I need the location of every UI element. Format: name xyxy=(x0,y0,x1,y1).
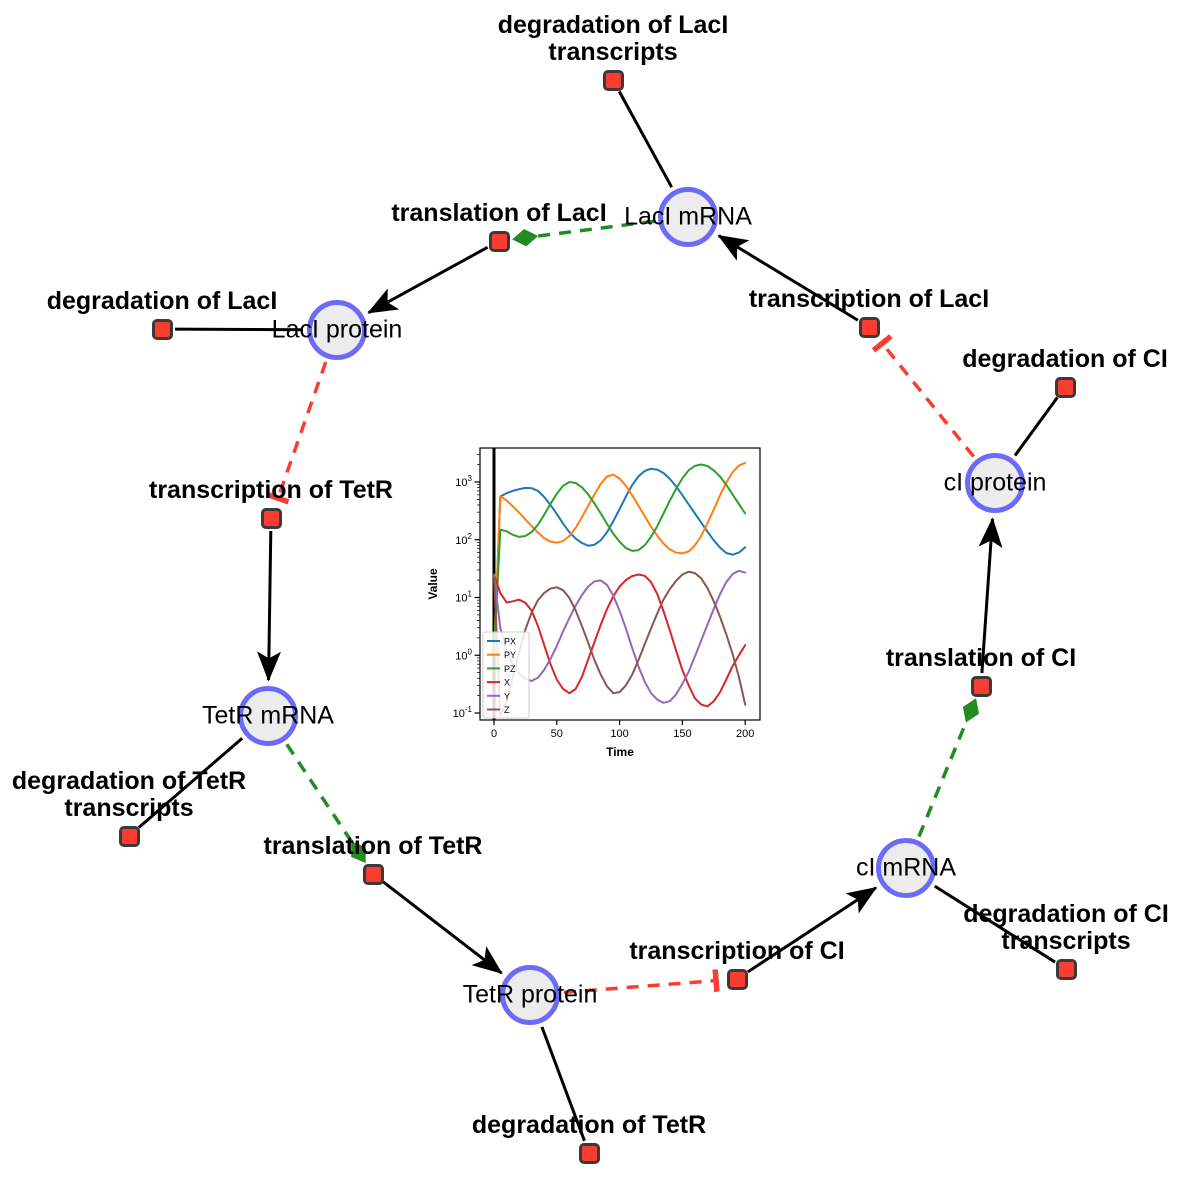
reaction-node-transc-tetr[interactable] xyxy=(260,507,282,529)
reaction-label-transc-tetr: transcription of TetR xyxy=(149,476,393,504)
edge-modifier-ci-mrna-to-transl-ci xyxy=(917,698,980,838)
reaction-label-transc-laci: transcription of LacI xyxy=(748,285,990,313)
edge-reactant-tetr-protein-to-deg-tetr xyxy=(540,1026,586,1142)
series-line-px xyxy=(493,467,747,657)
reaction-node-deg-tetr-tr[interactable] xyxy=(118,825,140,847)
reaction-node-deg-laci-tr[interactable] xyxy=(602,69,624,91)
species-node-ci-protein[interactable] xyxy=(965,453,1025,513)
edge-modifier-laci-mrna-to-transl-laci xyxy=(512,219,655,247)
reaction-label-deg-ci: degradation of CI xyxy=(962,345,1168,373)
reaction-label-deg-ci-tr: degradation of CI transcripts xyxy=(963,900,1169,955)
reaction-node-deg-ci[interactable] xyxy=(1054,376,1076,398)
y-tick-label: 102 xyxy=(455,532,472,547)
edge-inhibitor-ci-protein-to-transc-laci xyxy=(871,334,975,458)
reaction-label-transl-ci: translation of CI xyxy=(885,644,1077,672)
reaction-node-transl-laci[interactable] xyxy=(488,230,510,252)
reaction-label-deg-tetr: degradation of TetR xyxy=(471,1111,707,1139)
edge-modifier-tetr-mrna-to-transl-tetr xyxy=(285,743,367,863)
species-label-ci-protein: cI protein xyxy=(943,468,1047,497)
species-node-tetr-protein[interactable] xyxy=(500,965,560,1025)
reaction-label-transc-ci: transcription of CI xyxy=(629,937,845,965)
reaction-node-transl-ci[interactable] xyxy=(970,675,992,697)
y-tick-label: 103 xyxy=(455,474,472,489)
chart-ylabel: Value xyxy=(426,568,440,600)
edge-product-transc-tetr-to-tetr-mrna xyxy=(256,530,281,682)
x-tick-label: 150 xyxy=(673,728,691,740)
reaction-node-transc-ci[interactable] xyxy=(726,968,748,990)
x-tick-label: 0 xyxy=(491,728,497,740)
edge-product-transc-laci-to-laci-mrna xyxy=(717,234,859,322)
edge-product-transl-tetr-to-tetr-protein xyxy=(382,880,503,975)
species-label-laci-mrna: LacI mRNA xyxy=(624,202,752,231)
edge-reactant-laci-protein-to-deg-laci xyxy=(174,327,304,332)
species-node-laci-protein[interactable] xyxy=(307,300,367,360)
edge-reactant-ci-mrna-to-deg-ci-tr xyxy=(933,884,1056,964)
species-node-ci-mrna[interactable] xyxy=(876,838,936,898)
reaction-label-transl-tetr: translation of TetR xyxy=(263,832,483,860)
edge-product-transl-ci-to-ci-protein xyxy=(978,517,1003,674)
edge-reactant-tetr-mrna-to-deg-tetr-tr xyxy=(137,737,244,829)
x-tick-label: 100 xyxy=(610,728,628,740)
chart-legend: PX PY PZ XYZ xyxy=(482,631,530,719)
legend-label-z: Z xyxy=(504,705,510,715)
series-line-py xyxy=(493,461,747,657)
chart-xlabel: Time xyxy=(606,745,634,759)
reaction-node-deg-tetr[interactable] xyxy=(578,1142,600,1164)
species-node-tetr-mrna[interactable] xyxy=(238,686,298,746)
species-label-laci-protein: LacI protein xyxy=(271,315,403,344)
reaction-node-deg-ci-tr[interactable] xyxy=(1055,958,1077,980)
legend-label-px: PX xyxy=(504,637,516,647)
series-line-pz xyxy=(493,463,747,657)
reaction-node-transl-tetr[interactable] xyxy=(362,863,384,885)
reaction-node-deg-laci[interactable] xyxy=(151,318,173,340)
reaction-label-transl-laci: translation of LacI xyxy=(391,199,607,227)
edge-reactant-laci-mrna-to-deg-laci-tr xyxy=(617,90,673,188)
chart-series-group xyxy=(493,461,747,717)
legend-label-y: Y xyxy=(504,691,510,701)
reaction-node-transc-laci[interactable] xyxy=(858,316,880,338)
legend-label-py: PY xyxy=(504,650,516,660)
legend-label-x: X xyxy=(504,678,510,688)
species-label-tetr-mrna: TetR mRNA xyxy=(202,701,334,730)
x-tick-label: 200 xyxy=(736,728,754,740)
edge-product-transl-laci-to-laci-protein xyxy=(367,245,489,314)
edge-product-transc-ci-to-ci-mrna xyxy=(747,886,878,974)
species-node-laci-mrna[interactable] xyxy=(658,187,718,247)
time-series-inset-plot: 0 50 100 150 20010-1100101102103TimeValuePXP… xyxy=(426,447,761,759)
legend-label-pz: PZ xyxy=(504,664,516,674)
reaction-label-deg-laci: degradation of LacI xyxy=(46,287,278,315)
series-line-y xyxy=(493,569,747,704)
edge-inhibitor-laci-protein-to-transc-tetr xyxy=(266,361,328,505)
y-tick-label: 10-1 xyxy=(453,705,473,720)
y-tick-label: 101 xyxy=(455,590,472,605)
edge-inhibitor-tetr-protein-to-transc-ci xyxy=(563,969,720,995)
edge-reactant-ci-protein-to-deg-ci xyxy=(1013,396,1059,457)
species-label-ci-mrna: cI mRNA xyxy=(856,853,956,882)
series-line-z xyxy=(493,570,747,717)
x-tick-label: 50 xyxy=(551,728,563,740)
species-label-tetr-protein: TetR protein xyxy=(462,980,598,1009)
reaction-label-deg-laci-tr: degradation of LacI transcripts xyxy=(497,11,729,66)
series-line-x xyxy=(493,573,747,708)
reaction-label-deg-tetr-tr: degradation of TetR transcripts xyxy=(11,767,247,822)
y-tick-label: 100 xyxy=(455,647,472,662)
